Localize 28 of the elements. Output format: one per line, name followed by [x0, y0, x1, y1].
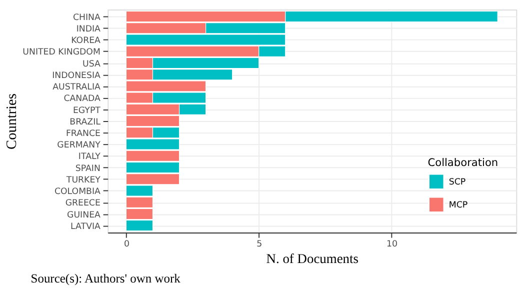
- legend-title: Collaboration: [428, 157, 498, 170]
- x-tick-label: 5: [256, 239, 262, 250]
- legend-label: SCP: [448, 177, 466, 188]
- x-tick-label: 0: [124, 239, 130, 250]
- y-tick-label: BRAZIL: [70, 117, 101, 128]
- source-note: Source(s): Authors' own work: [30, 272, 182, 286]
- y-tick-label: USA: [82, 59, 101, 70]
- legend-label: MCP: [448, 200, 468, 211]
- y-tick-label: FRANCE: [66, 129, 100, 140]
- y-tick-label: GREECE: [65, 198, 100, 209]
- y-tick-label: CANADA: [64, 94, 101, 104]
- y-tick-label: KOREA: [71, 36, 101, 46]
- y-tick-label: AUSTRALIA: [52, 82, 101, 93]
- x-tick-label: 10: [386, 239, 398, 250]
- y-tick-label: TURKEY: [65, 175, 102, 186]
- y-tick-label: COLOMBIA: [54, 187, 101, 198]
- y-axis-title: Countries: [4, 93, 20, 150]
- y-tick-label: ITALY: [78, 152, 102, 162]
- y-tick-label: GERMANY: [57, 140, 102, 151]
- y-tick-label: INDONESIA: [52, 70, 101, 81]
- y-tick-label: UNITED KINGDOM: [22, 48, 100, 58]
- y-tick-label: EGYPT: [72, 106, 102, 116]
- y-tick-label: INDIA: [76, 24, 101, 34]
- y-tick-label: CHINA: [72, 12, 101, 23]
- x-axis-title: N. of Documents: [266, 250, 358, 266]
- y-tick-label: SPAIN: [75, 164, 100, 174]
- y-tick-label: GUINEA: [67, 210, 101, 220]
- y-tick-label: LATVIA: [70, 222, 101, 232]
